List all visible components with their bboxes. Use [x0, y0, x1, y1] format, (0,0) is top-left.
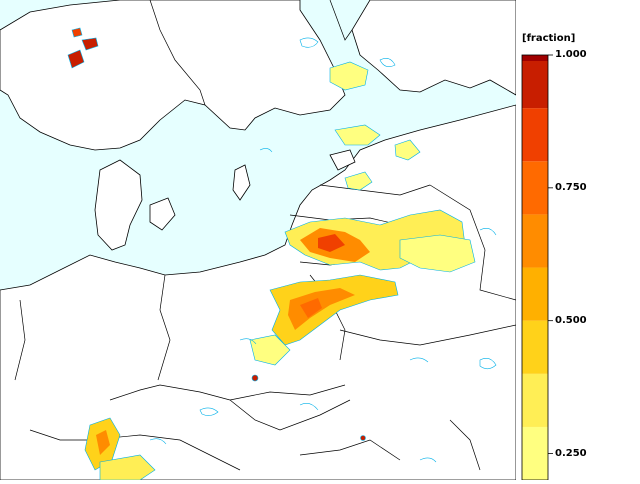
spot-norway-3	[71, 27, 83, 38]
plume-poland-hot	[300, 298, 322, 318]
plume-estonia	[394, 139, 421, 161]
border-ukraine-moldova	[449, 419, 481, 471]
border-russia-belarus	[429, 184, 516, 301]
border-austria-hungary	[89, 434, 241, 471]
scandinavia-landmass	[0, 0, 346, 151]
legend-band-1	[522, 373, 548, 427]
border-netherlands-germany	[14, 299, 26, 381]
legend-band-7	[522, 55, 548, 109]
contour-fragment	[479, 228, 497, 236]
denmark-landmass	[94, 159, 143, 251]
contour-fragment	[239, 338, 257, 345]
border-poland-slovakia	[229, 384, 346, 401]
border-germany-czech	[109, 384, 231, 401]
saaremaa-island	[329, 149, 356, 171]
spot-norway-2	[81, 37, 99, 51]
border-estonia-latvia	[319, 184, 431, 196]
border-czech-slovakia	[229, 399, 351, 431]
map-svg	[0, 0, 516, 480]
plume-czech-core	[96, 430, 110, 455]
plume-west-patch	[249, 334, 291, 366]
legend-tick-label: 0.500	[555, 314, 587, 326]
plume-baltic-hot	[318, 234, 345, 252]
plume-latvia	[344, 171, 373, 191]
spot-norway-1	[67, 49, 85, 69]
contour-fragment	[149, 438, 167, 445]
land-layer	[0, 0, 516, 480]
contour-fragment	[199, 407, 219, 416]
legend-panel	[516, 0, 640, 481]
legend-band-6	[522, 108, 548, 162]
field-layer	[67, 27, 476, 480]
border-hungary-romania	[299, 439, 401, 461]
legend-tick-label: 1.000	[555, 49, 587, 60]
plume-east-patch	[399, 234, 476, 273]
border-sweden-finland	[329, 0, 353, 41]
legend-title: [fraction]	[522, 33, 576, 44]
legend-band-8	[522, 55, 548, 61]
contour-layer	[149, 37, 497, 463]
spot-south-poland	[251, 374, 259, 382]
border-germany-austria	[29, 429, 90, 441]
map-panel	[0, 0, 516, 480]
spot-hungary	[360, 435, 366, 441]
plume-poland-core	[288, 288, 355, 330]
legend-band-4	[522, 214, 548, 268]
contour-fragment	[379, 58, 396, 67]
border-norway-sweden	[149, 0, 206, 106]
zealand-island	[149, 197, 176, 231]
contour-fragment	[479, 358, 497, 370]
finland-landmass	[351, 0, 516, 96]
contour-fragment	[299, 403, 319, 411]
legend-band-5	[522, 161, 548, 215]
contour-fragment	[419, 457, 437, 463]
continent-landmass	[0, 104, 516, 480]
legend-band-3	[522, 267, 548, 321]
legend-band-0	[522, 426, 548, 481]
legend-colorbar	[521, 54, 553, 481]
contour-fragment	[299, 37, 319, 48]
plume-gulf-finland	[334, 124, 381, 146]
border-germany-poland	[157, 274, 171, 381]
plume-austria	[99, 454, 156, 480]
border-belarus-ukraine	[339, 324, 516, 346]
legend-tick-label: 0.250	[555, 447, 587, 459]
contour-fragment	[259, 148, 273, 153]
legend-band-2	[522, 320, 548, 374]
gotland-island	[232, 164, 251, 201]
plume-poland	[269, 274, 399, 346]
legend-tick-label: 0.750	[555, 181, 587, 193]
plume-finland-coast	[329, 61, 369, 91]
contour-fragment	[409, 357, 429, 363]
